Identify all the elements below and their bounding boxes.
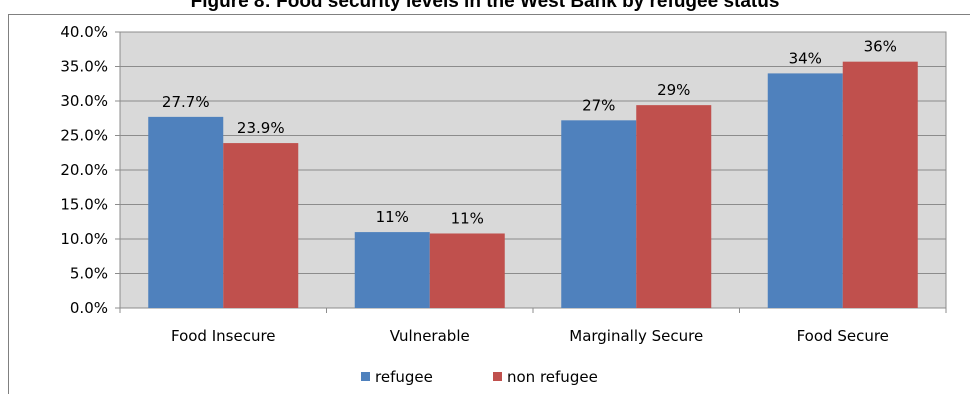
data-label: 27.7% — [162, 93, 210, 111]
bar-refugee — [561, 120, 637, 308]
bar-refugee — [148, 116, 224, 309]
y-tick-label: 20.0% — [60, 161, 108, 179]
bar-non-refugee — [636, 105, 712, 308]
x-category-label: Marginally Secure — [569, 327, 703, 345]
bars — [148, 61, 918, 309]
chart-title: Figure 8: Food security levels in the We… — [190, 0, 780, 12]
x-category-label: Food Secure — [797, 327, 889, 345]
legend-label: non refugee — [507, 368, 598, 386]
x-category-label: Vulnerable — [390, 327, 470, 345]
data-label: 36% — [864, 38, 897, 56]
legend-swatch — [361, 372, 370, 381]
bar-refugee — [767, 73, 843, 309]
legend: refugee non refugee — [361, 368, 598, 386]
bar-non-refugee — [429, 233, 505, 308]
legend-swatch — [493, 372, 502, 381]
data-label: 11% — [451, 209, 484, 227]
x-category-label: Food Insecure — [171, 327, 276, 345]
y-axis-ticks: 0.0% 5.0% 10.0% 15.0% 20.0% 25.0% 30.0% 35.0% 40… — [60, 23, 120, 317]
y-tick-label: 15.0% — [60, 196, 108, 214]
data-label: 29% — [657, 81, 690, 99]
chart-frame — [8, 14, 970, 394]
y-tick-label: 35.0% — [60, 58, 108, 76]
data-label: 11% — [376, 208, 409, 226]
bar-refugee — [354, 232, 430, 308]
bar-non-refugee — [842, 61, 918, 308]
data-label: 27% — [582, 96, 615, 114]
data-label: 23.9% — [237, 119, 285, 137]
y-tick-label: 5.0% — [70, 265, 108, 283]
y-tick-label: 10.0% — [60, 230, 108, 248]
y-tick-label: 40.0% — [60, 23, 108, 41]
x-axis-categories: Food Insecure Vulnerable Marginally Secure… — [119, 308, 947, 345]
data-labels: 27.7% 23.9% 11% 11% 27% 29% 34% 36% — [162, 38, 897, 228]
y-tick-label: 0.0% — [70, 299, 108, 317]
legend-label: refugee — [375, 368, 433, 386]
data-label: 34% — [789, 49, 822, 67]
y-tick-label: 25.0% — [60, 127, 108, 145]
bar-non-refugee — [223, 143, 299, 308]
y-tick-label: 30.0% — [60, 92, 108, 110]
